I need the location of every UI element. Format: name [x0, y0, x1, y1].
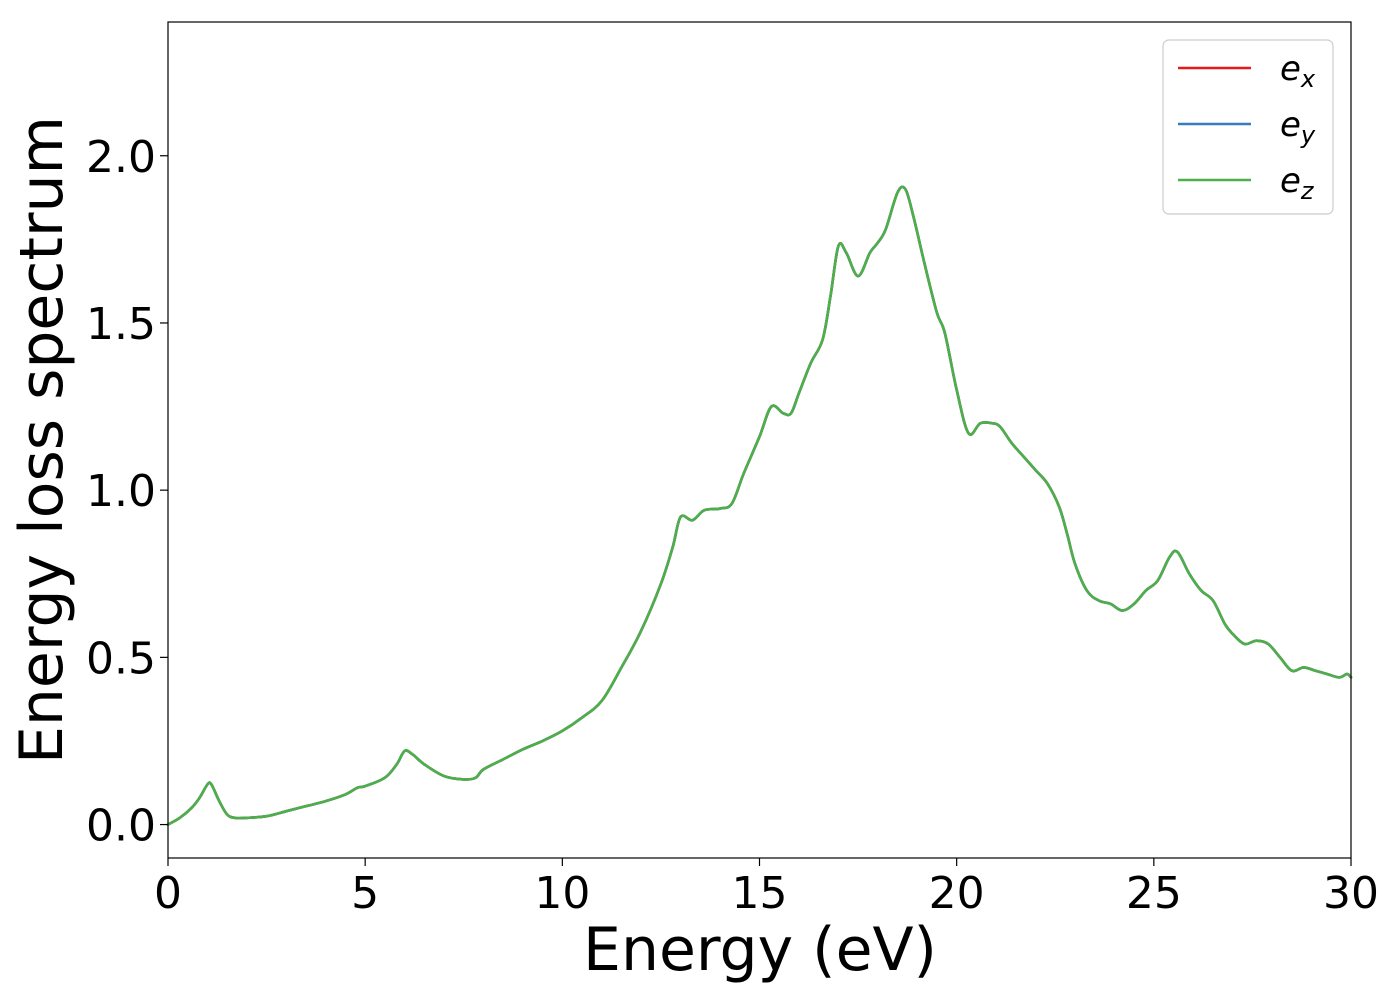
y-tick-label: 0.0 [86, 801, 156, 852]
x-axis-ticks: 0 5 10 15 20 25 30 [154, 858, 1379, 919]
x-tick-label: 20 [929, 868, 985, 919]
series-line-ez [166, 185, 1353, 826]
x-tick-label: 5 [351, 868, 379, 919]
x-tick-label: 30 [1323, 868, 1379, 919]
legend-box [1162, 39, 1334, 215]
y-tick-label: 0.5 [86, 633, 156, 684]
x-tick-label: 0 [154, 868, 182, 919]
x-tick-label: 10 [534, 868, 590, 919]
series-layer [166, 185, 1353, 826]
legend-label-x: ex [1280, 49, 1316, 93]
y-tick-label: 1.5 [86, 299, 156, 350]
y-axis-title: Energy loss spectrum [7, 116, 77, 764]
legend: ex ey ez [1162, 39, 1334, 215]
legend-label-y: ey [1280, 105, 1316, 149]
x-tick-label: 25 [1126, 868, 1182, 919]
x-axis-title: Energy (eV) [583, 915, 937, 985]
y-tick-label: 1.0 [86, 466, 156, 517]
legend-label-z: ez [1280, 161, 1315, 205]
series-line-ex [166, 185, 1353, 826]
series-line-ey [166, 185, 1353, 826]
y-tick-label: 2.0 [86, 132, 156, 183]
x-tick-label: 15 [732, 868, 788, 919]
y-axis-ticks: 0.0 0.5 1.0 1.5 2.0 [86, 132, 168, 852]
legend-items: ex ey ez [1178, 49, 1316, 205]
